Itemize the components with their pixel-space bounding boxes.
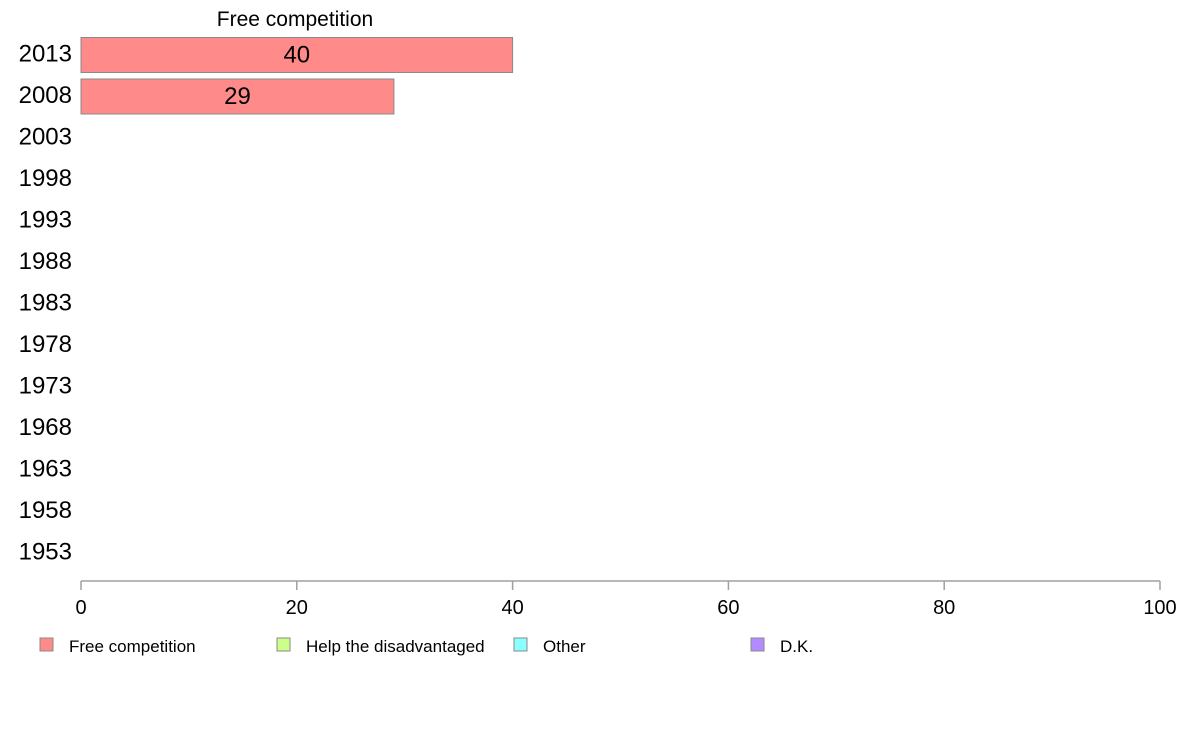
legend-label: D.K. [780,637,813,656]
category-label: 1993 [19,206,72,233]
category-labels: 2013 2008 2003 1998 1993 1988 1983 1978 1973 1968… [19,40,72,565]
category-label: 1953 [19,538,72,565]
category-label: 1983 [19,289,72,316]
x-tick-label: 80 [933,597,955,619]
category-label: 1958 [19,497,72,524]
data-label: 29 [224,83,251,110]
x-tick-label: 100 [1143,597,1176,619]
chart-title: Free competition [217,8,373,31]
category-label: 1973 [19,372,72,399]
x-tick-label: 20 [286,597,308,619]
legend-swatch [513,637,528,652]
bar [80,78,395,115]
bars: 40 29 [80,37,514,115]
legend-swatch [750,637,765,652]
bar [80,37,514,73]
x-axis: 0 20 40 60 80 100 [75,580,1177,619]
category-label: 1998 [19,165,72,192]
category-label: 2013 [19,40,72,67]
legend-label: Help the disadvantaged [306,637,485,656]
category-label: 1988 [19,248,72,275]
x-tick-label: 0 [75,597,86,619]
x-tick-label: 60 [717,597,739,619]
category-label: 1963 [19,455,72,482]
legend-swatch [39,637,54,652]
legend-label: Other [543,637,586,656]
category-label: 2003 [19,123,72,150]
category-label: 2008 [19,82,72,109]
category-label: 1978 [19,331,72,358]
data-label: 40 [283,41,310,68]
legend-label: Free competition [69,637,196,656]
x-tick-label: 40 [501,597,523,619]
legend: Free competition Help the disadvantaged Ot… [39,637,813,656]
category-label: 1968 [19,414,72,441]
legend-swatch [276,637,291,652]
